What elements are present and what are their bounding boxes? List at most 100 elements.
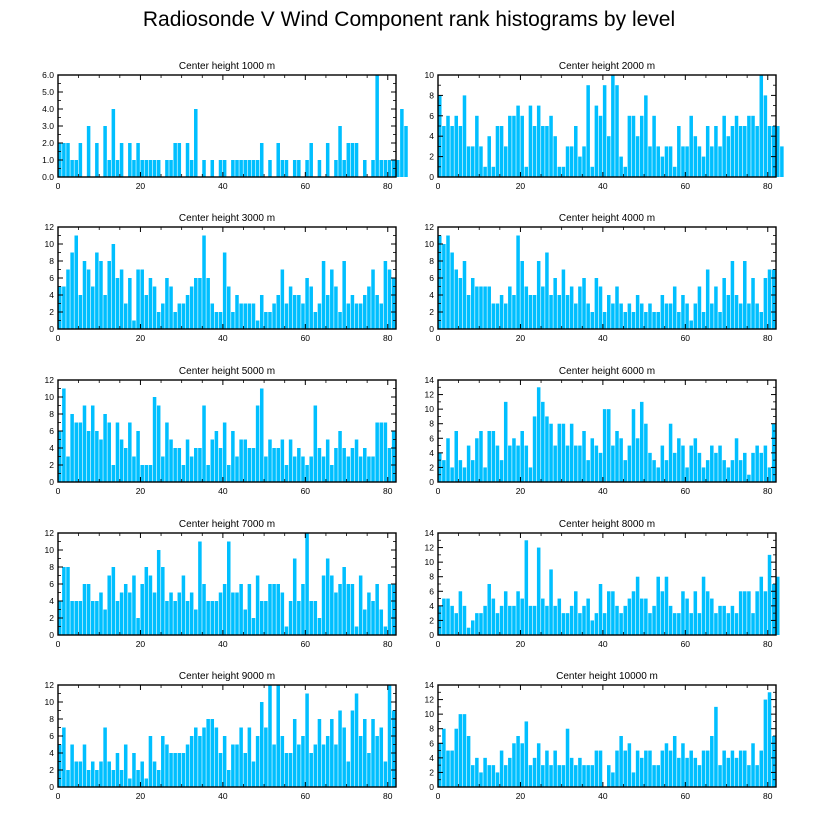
histogram-bar [771, 736, 776, 787]
histogram-bar [367, 456, 371, 482]
y-tick-label: 12 [45, 528, 55, 538]
histogram-bar [206, 278, 210, 329]
histogram-bar [350, 710, 355, 787]
histogram-bar [66, 269, 70, 329]
x-tick-label: 0 [56, 181, 61, 191]
histogram-bar [582, 605, 586, 635]
histogram-bar [198, 278, 202, 329]
histogram-bar [70, 601, 74, 635]
histogram-bar [210, 439, 215, 482]
histogram-bar [462, 605, 467, 635]
histogram-bar [681, 146, 685, 177]
histogram-bar [218, 160, 223, 177]
histogram-bar [582, 431, 586, 482]
histogram-bar [528, 105, 533, 177]
histogram-bar [358, 575, 363, 635]
histogram-bar [470, 146, 475, 177]
histogram-bar [586, 85, 590, 177]
histogram-bar [222, 736, 227, 787]
histogram-bar [545, 750, 549, 787]
histogram-bar [677, 757, 681, 787]
histogram-bar [342, 261, 346, 329]
histogram-bar [86, 770, 91, 787]
histogram-bar [438, 235, 442, 329]
histogram-bar [499, 605, 504, 635]
histogram-bar [305, 693, 309, 787]
histogram-bar [169, 286, 173, 329]
histogram-bar [582, 278, 586, 329]
histogram-bar [119, 770, 124, 787]
histogram-bar [239, 160, 243, 177]
histogram-bar [672, 736, 677, 787]
histogram-bar [549, 295, 553, 329]
histogram-bar [569, 423, 574, 482]
histogram-bar [714, 452, 718, 482]
y-tick-label: 0 [429, 782, 434, 792]
histogram-bar [520, 261, 524, 329]
histogram-bar [759, 750, 764, 787]
histogram-bar [615, 605, 619, 635]
histogram-bar [635, 750, 640, 787]
y-tick-label: 4.0 [42, 104, 54, 114]
histogram-bar [235, 295, 239, 329]
histogram-bar [644, 95, 648, 177]
histogram-bar [664, 743, 669, 787]
y-tick-label: 10 [425, 239, 435, 249]
histogram-bar [338, 126, 342, 177]
histogram-bar [652, 765, 656, 787]
histogram-bar [255, 405, 260, 482]
histogram-bar [545, 126, 549, 177]
histogram-bar [297, 601, 301, 635]
histogram-bar [648, 750, 652, 787]
histogram-bar [664, 303, 669, 329]
histogram-bar [520, 598, 524, 635]
histogram-bar [615, 286, 619, 329]
histogram-bar [177, 753, 182, 787]
histogram-bar [206, 465, 210, 482]
x-tick-label: 40 [598, 181, 608, 191]
histogram-bar [325, 558, 330, 635]
histogram-bar [545, 605, 549, 635]
histogram-bar [132, 456, 136, 482]
histogram-bar [499, 126, 504, 177]
y-tick-label: 0 [49, 477, 54, 487]
histogram-bar [185, 601, 190, 635]
histogram-bar [297, 448, 301, 482]
histogram-bar [78, 601, 83, 635]
histogram-bar [557, 295, 562, 329]
histogram-bar [705, 591, 710, 635]
histogram-bar [107, 160, 111, 177]
histogram-bar [99, 439, 103, 482]
histogram-bar [379, 727, 384, 787]
x-tick-label: 40 [598, 333, 608, 343]
histogram-bar [342, 448, 346, 482]
y-tick-label: 2 [49, 613, 54, 623]
histogram-bar [635, 136, 640, 177]
y-tick-label: 0 [49, 782, 54, 792]
histogram-bar [239, 727, 243, 787]
histogram-bar [644, 423, 648, 482]
histogram-bar [747, 591, 751, 635]
histogram-bar [734, 438, 739, 482]
histogram-bar [161, 303, 165, 329]
x-tick-label: 0 [436, 181, 441, 191]
y-tick-label: 0 [429, 324, 434, 334]
histogram-bar [738, 591, 743, 635]
histogram-bar [726, 613, 731, 635]
histogram-bar [574, 126, 578, 177]
histogram-bar [259, 388, 264, 482]
histogram-bar [358, 736, 363, 787]
histogram-bar [148, 736, 153, 787]
histogram-bar [194, 109, 198, 177]
histogram-bar [276, 448, 280, 482]
histogram-bar [483, 467, 487, 482]
histogram-bar [58, 744, 62, 787]
histogram-bar [371, 719, 375, 787]
histogram-bar [627, 598, 632, 635]
histogram-bar [627, 115, 632, 177]
histogram-bar [177, 592, 182, 635]
histogram-bar [553, 445, 557, 482]
panel-title: Center height 2000 m [559, 61, 655, 72]
histogram-bar [169, 160, 173, 177]
